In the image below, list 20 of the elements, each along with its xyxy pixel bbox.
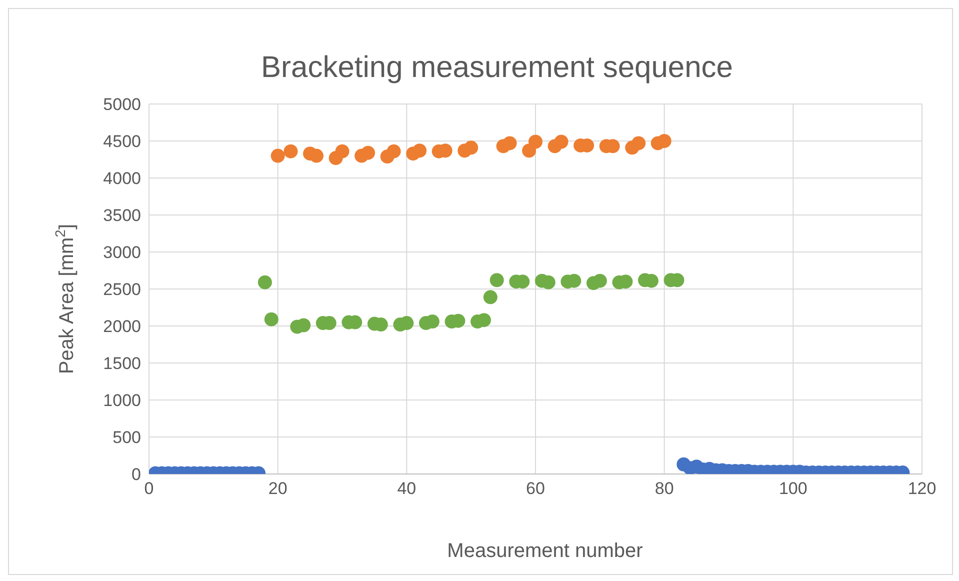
y-tick-label: 4500 xyxy=(103,132,141,152)
x-tick-label: 40 xyxy=(397,479,416,498)
y-tick-label: 2500 xyxy=(103,280,141,300)
y-tick-label: 3500 xyxy=(103,206,141,226)
x-tick-label: 80 xyxy=(654,479,674,498)
y-tick-label: 3000 xyxy=(103,243,141,262)
x-tick-label: 60 xyxy=(526,479,545,498)
y-tick-label: 4000 xyxy=(103,169,141,188)
x-tick-label: 100 xyxy=(778,479,808,498)
x-tick-label: 0 xyxy=(144,479,154,498)
x-tick-label: 20 xyxy=(268,479,288,498)
y-tick-label: 2000 xyxy=(103,317,141,336)
chart-title: Bracketing measurement sequence xyxy=(261,51,733,84)
y-tick-label: 500 xyxy=(112,428,141,448)
y-tick-label: 0 xyxy=(132,465,141,484)
x-axis-title: Measurement number xyxy=(447,540,644,562)
y-tick-label: 5000 xyxy=(103,95,141,114)
y-tick-label: 1500 xyxy=(103,354,141,374)
y-tick-label: 1000 xyxy=(103,391,141,410)
x-tick-label: 120 xyxy=(908,479,936,498)
